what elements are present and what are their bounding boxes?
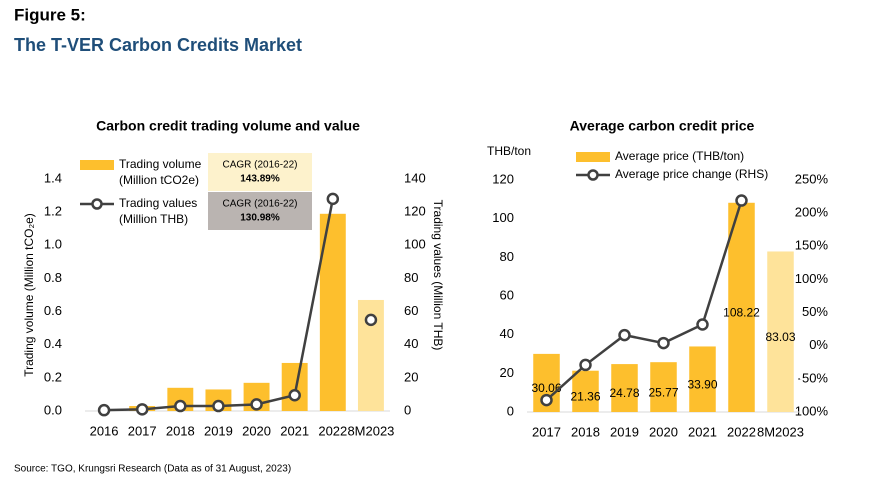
x-tick-label: 2018 — [166, 423, 195, 438]
y2-tick-label: 140 — [404, 170, 426, 185]
legend-label: Trading values (Million THB) — [119, 196, 197, 226]
value-label: 25.77 — [648, 385, 678, 399]
x-tick-label: 2017 — [532, 424, 561, 439]
chart-title: Carbon credit trading volume and value — [96, 118, 360, 134]
legend-marker — [587, 169, 599, 181]
annotation-box — [208, 192, 312, 230]
y-tick-label: 60 — [500, 287, 514, 302]
line — [545, 200, 743, 401]
value-label: 33.90 — [687, 377, 717, 391]
legend-label: Trading volume (Million tCO2e) — [119, 157, 202, 187]
y-axis-label: THB/ton — [487, 144, 531, 158]
x-tick-label: 2020 — [649, 424, 678, 439]
y2-tick-label: 60 — [404, 303, 418, 318]
y-tick-label: 20 — [500, 365, 514, 380]
y-tick-label: 0.2 — [44, 369, 62, 384]
x-tick-label: 2021 — [688, 424, 717, 439]
legend-marker — [91, 198, 103, 210]
x-tick-label: 2019 — [610, 424, 639, 439]
x-tick-label: 2018 — [571, 424, 600, 439]
y-tick-label: 0.6 — [44, 303, 62, 318]
y2-tick-label: -50% — [798, 370, 829, 385]
y-tick-label: 100 — [492, 210, 514, 225]
line-marker — [657, 336, 670, 350]
line-marker — [97, 403, 111, 417]
figure-title: The T-VER Carbon Credits Market — [14, 35, 302, 55]
line-marker — [174, 399, 187, 413]
bar — [767, 251, 794, 412]
annotation-text: CAGR (2016-22) — [222, 160, 297, 171]
source: Source: TGO, Krungsri Research (Data as … — [14, 464, 291, 475]
line-marker — [540, 393, 553, 407]
line-marker — [288, 389, 301, 402]
y2-tick-label: 80 — [404, 270, 418, 285]
x-tick-label: 2016 — [90, 423, 119, 438]
y-tick-label: 80 — [500, 249, 514, 264]
annotation-value: 130.98% — [240, 213, 280, 224]
y2-tick-label: 250% — [795, 171, 829, 186]
x-tick-label: 2021 — [280, 423, 309, 438]
y-tick-label: 1.2 — [44, 204, 62, 219]
value-label: 24.78 — [609, 386, 639, 400]
chart-title: Average carbon credit price — [570, 118, 755, 134]
y-tick-label: 0.4 — [44, 336, 62, 351]
value-label: 30.06 — [531, 381, 561, 395]
line-marker — [618, 328, 631, 342]
x-tick-label: 8M2023 — [757, 424, 804, 439]
bar — [728, 202, 755, 412]
value-label: 83.03 — [765, 330, 795, 344]
y2-tick-label: 0% — [809, 337, 828, 352]
y-tick-label: 120 — [492, 171, 514, 186]
y2-axis-label: Trading values (Million THB) — [431, 200, 445, 351]
x-tick-label: 2022 — [727, 424, 756, 439]
line-marker — [212, 399, 225, 413]
y2-tick-label: 40 — [404, 336, 418, 351]
y2-tick-label: 100% — [795, 271, 829, 286]
bar — [650, 362, 677, 412]
value-label: 108.22 — [723, 306, 760, 320]
y2-tick-label: 50% — [802, 304, 828, 319]
y2-tick-label: -100% — [790, 403, 828, 418]
y-tick-label: 0.0 — [44, 402, 62, 417]
value-label: 21.36 — [570, 390, 600, 404]
y-tick-label: 0 — [507, 403, 514, 418]
y2-tick-label: 0 — [404, 402, 411, 417]
y-axis-label: Trading volume (Million tCO₂e) — [22, 213, 36, 377]
y2-tick-label: 150% — [795, 238, 829, 253]
y2-tick-label: 20 — [404, 369, 418, 384]
y2-tick-label: 200% — [795, 205, 829, 220]
line-marker — [250, 398, 263, 411]
x-tick-label: 2019 — [204, 423, 233, 438]
y-tick-label: 1.0 — [44, 237, 62, 252]
bar — [572, 370, 599, 412]
bar — [319, 213, 346, 411]
legend-swatch — [80, 160, 114, 170]
x-tick-label: 2017 — [128, 423, 157, 438]
legend-label: Average price (THB/ton) — [615, 149, 744, 163]
y2-tick-label: 100 — [404, 237, 426, 252]
y2-tick-label: 120 — [404, 204, 426, 219]
annotation-value: 143.89% — [240, 174, 280, 185]
x-tick-label: 8M2023 — [347, 423, 394, 438]
y-tick-label: 1.4 — [44, 170, 62, 185]
x-tick-label: 2022 — [318, 423, 347, 438]
line-marker — [326, 192, 340, 206]
annotation-text: CAGR (2016-22) — [222, 199, 297, 210]
line-marker — [579, 358, 592, 372]
line-marker — [364, 313, 378, 327]
y-tick-label: 0.8 — [44, 270, 62, 285]
y-tick-label: 40 — [500, 326, 514, 341]
legend-label: Average price change (RHS) — [615, 167, 768, 181]
line-marker — [735, 194, 748, 207]
bar — [281, 362, 308, 411]
line-marker — [696, 318, 709, 331]
bar — [689, 346, 716, 412]
x-tick-label: 2020 — [242, 423, 271, 438]
legend-swatch — [576, 152, 610, 162]
line-marker — [135, 403, 149, 416]
figure-label: Figure 5: — [14, 5, 86, 24]
bar — [611, 364, 638, 412]
annotation-box — [208, 153, 312, 191]
